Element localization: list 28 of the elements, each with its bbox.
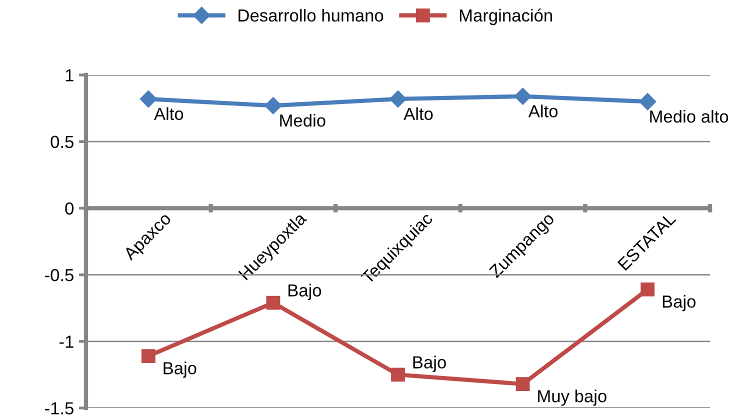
y-tick-label: 1 [66,69,74,82]
data-label: Medio [280,114,326,127]
point [140,90,157,108]
point [639,93,656,110]
data-label: Bajo [288,284,322,300]
y-tick-label: -1.5 [45,402,74,414]
point [266,296,280,310]
data-label: Alto [404,107,433,120]
data-label: Bajo [164,362,196,378]
y-tick-label: -0.5 [45,268,74,282]
point [391,368,405,382]
y-tick-label: -1 [60,336,74,348]
point [264,97,282,114]
data-label: Muy bajo [538,390,606,406]
legend-label: Marginación [460,8,552,26]
data-label: Alto [154,107,184,120]
data-label: Bajo [413,356,446,372]
point [640,282,655,296]
y-tick-label: 0 [65,202,74,215]
point [516,377,530,391]
legend-label: Desarrollo humano [238,8,384,22]
y-tick-label: 0.5 [50,136,74,148]
point [389,90,407,108]
data-label: Alto [528,104,558,118]
data-label: Medio alto [650,110,728,123]
point [514,88,532,105]
data-label: Bajo [662,295,696,312]
point [141,349,156,363]
